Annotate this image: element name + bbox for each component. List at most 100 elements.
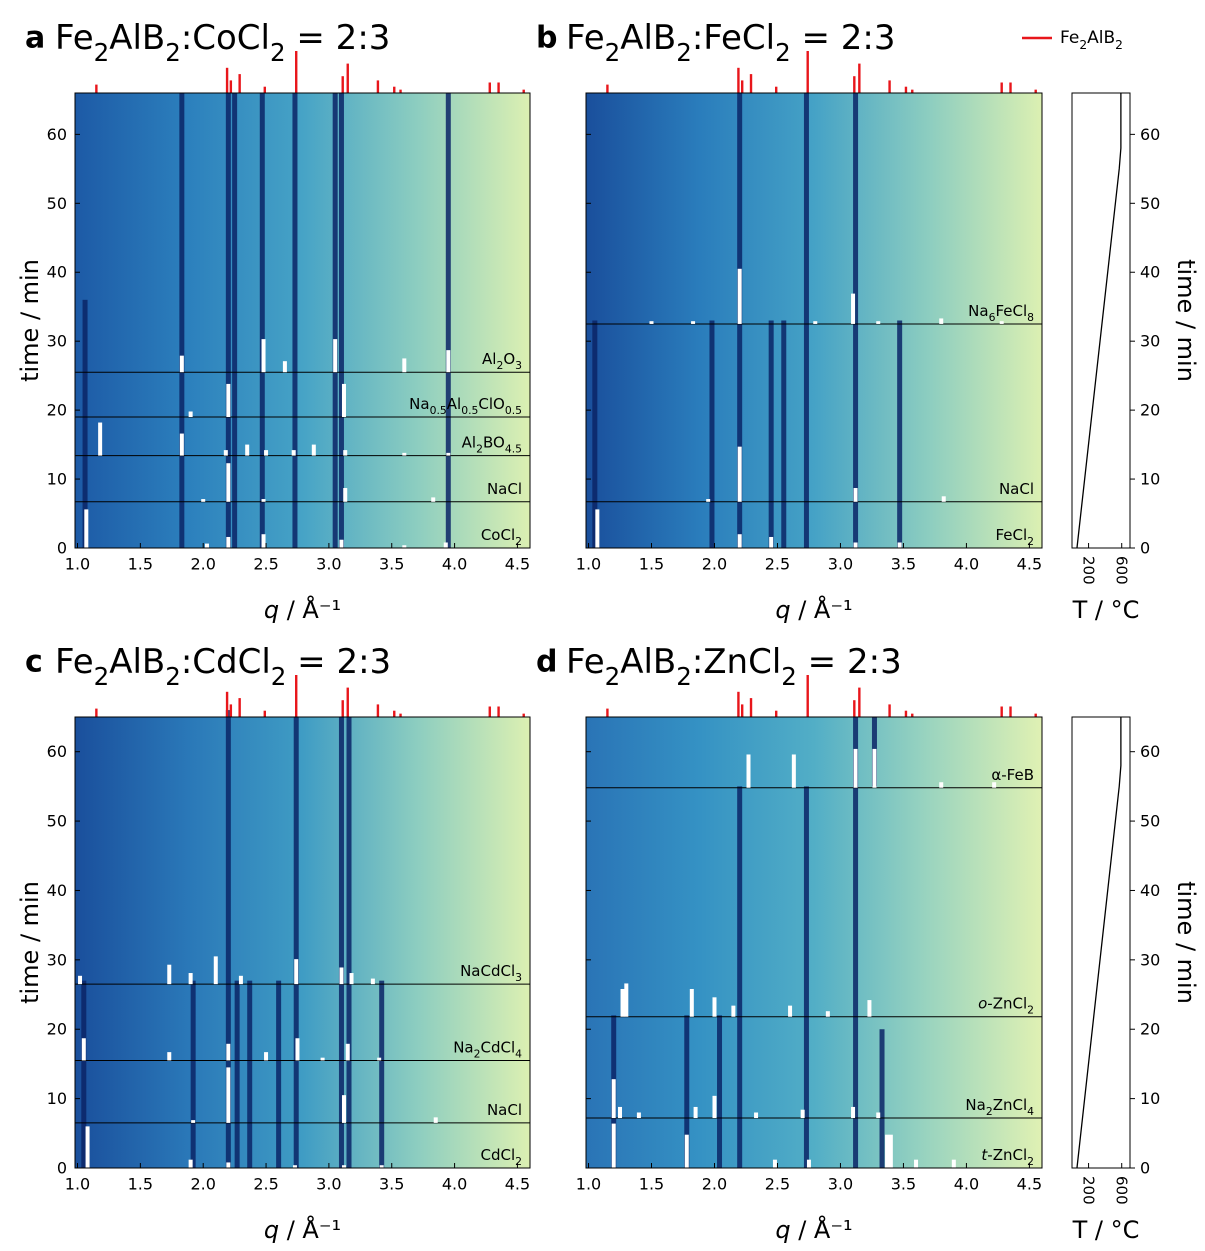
heatmap-panel: CdCl2 NaCl Na2CdCl4 NaCdCl3 1.0 1.5 2.0 2.5 3.0 3… (16, 642, 531, 1244)
phase-stick (706, 499, 711, 502)
phase-label: NaCl (999, 480, 1034, 498)
phase-stick (825, 1011, 830, 1017)
phase-stick (261, 499, 266, 502)
reflection-streak (717, 1015, 723, 1168)
reference-stick (911, 89, 914, 93)
x-tick-label: 2.0 (702, 555, 727, 574)
reference-stick (263, 710, 266, 717)
phase-label: Al2O3 (482, 350, 522, 372)
x-tick-label: 3.5 (891, 555, 916, 574)
phase-stick (731, 1005, 736, 1017)
phase-stick (167, 964, 172, 985)
reflection-streak (247, 980, 253, 1168)
x-tick-label: 1.0 (576, 1175, 601, 1194)
y-tick-label: 0 (1140, 1159, 1150, 1178)
reflection-streak (338, 93, 344, 548)
x-axis-label: q / Å⁻¹ (775, 595, 852, 624)
phase-stick (754, 1112, 759, 1119)
phase-stick (772, 1159, 777, 1168)
y-tick-label: 50 (1140, 812, 1160, 831)
x-tick-label: 2.0 (190, 555, 215, 574)
reference-stick (1000, 82, 1003, 93)
y-tick-label: 60 (47, 742, 67, 761)
reference-stick (740, 704, 744, 717)
y-tick-label: 30 (1140, 950, 1160, 969)
phase-stick (737, 446, 742, 502)
x-axis-label: q / Å⁻¹ (264, 1215, 341, 1244)
reflection-streak (276, 980, 282, 1168)
phase-stick (292, 1165, 297, 1168)
reference-stick (888, 80, 891, 93)
phase-stick (624, 983, 629, 1017)
x-tick-label: 3.5 (379, 555, 404, 574)
phase-stick (201, 499, 206, 502)
y-tick-label: 40 (1140, 881, 1160, 900)
x-tick-label: 4.0 (954, 555, 979, 574)
x-tick-label: 3.5 (379, 1175, 404, 1194)
reference-stick (606, 84, 609, 93)
reference-stick (749, 74, 753, 93)
phase-stick (737, 534, 742, 548)
y-tick-label: 30 (47, 950, 67, 969)
x-axis-label: q / Å⁻¹ (264, 595, 341, 624)
reference-stick (341, 76, 344, 93)
reference-stick (740, 80, 744, 93)
reflection-streak (259, 93, 265, 548)
phase-label: t-ZnCl2 (981, 1146, 1034, 1168)
x-tick-label: 4.0 (954, 1175, 979, 1194)
reference-stick (497, 706, 500, 717)
phase-stick (188, 1159, 193, 1168)
x-axis-label: q / Å⁻¹ (775, 1215, 852, 1244)
reference-stick (295, 51, 298, 93)
phase-stick (343, 450, 348, 456)
phase-stick (446, 452, 451, 456)
phase-stick (261, 339, 266, 373)
phase-stick (813, 321, 818, 324)
reference-stick (95, 708, 98, 717)
phase-stick (261, 534, 266, 548)
plot-frame (74, 716, 531, 1169)
reference-stick (225, 67, 229, 93)
phase-stick (800, 1109, 805, 1119)
reference-stick (737, 67, 740, 93)
y-tick-label: 20 (1140, 1020, 1160, 1039)
y-tick-label: 50 (1140, 194, 1160, 213)
reflection-streak (82, 299, 88, 548)
heatmap-panel: t-ZnCl2 Na2ZnCl4 o-ZnCl2 α-FeB 1.0 1.5 2.0 2.5 3… (536, 642, 1043, 1244)
y-tick-label: 20 (47, 401, 67, 420)
phase-stick (443, 542, 448, 548)
x-tick-label: 200 (1080, 1176, 1098, 1205)
y-axis-label: time / min (16, 881, 44, 1004)
reference-stick (295, 675, 298, 717)
x-tick-label: 3.0 (316, 1175, 341, 1194)
y-tick-label: 0 (57, 539, 67, 558)
phase-stick (693, 1106, 698, 1119)
phase-stick (939, 318, 944, 324)
temperature-panel: 200 600 0 10 20 30 40 50 60 T / °C time / min (1071, 716, 1200, 1244)
phase-stick (914, 1159, 919, 1168)
phase-stick (341, 1095, 346, 1123)
phase-stick (339, 967, 344, 985)
temperature-panel: 200 600 0 10 20 30 40 50 60 T / °C time / min (1071, 92, 1200, 624)
phase-stick (853, 542, 858, 548)
phase-stick (291, 450, 296, 456)
phase-stick (377, 1057, 382, 1061)
phase-stick (872, 748, 877, 788)
reflection-streak (768, 320, 774, 548)
phase-stick (81, 1038, 86, 1061)
phase-stick (851, 1106, 856, 1119)
phase-stick (999, 321, 1004, 324)
heatmap-background (586, 717, 1042, 1168)
x-tick-label: 1.0 (576, 555, 601, 574)
heatmap-background (75, 717, 530, 1168)
reference-stick (225, 691, 229, 717)
phase-stick (431, 497, 436, 502)
phase-stick (295, 1038, 300, 1061)
plot-frame (585, 92, 1043, 549)
x-tick-label: 4.5 (505, 1175, 530, 1194)
reference-stick (376, 704, 380, 717)
y-tick-label: 10 (1140, 1089, 1160, 1108)
reflection-streak (781, 320, 787, 548)
phase-stick (179, 433, 184, 456)
reflection-streak (292, 93, 298, 548)
